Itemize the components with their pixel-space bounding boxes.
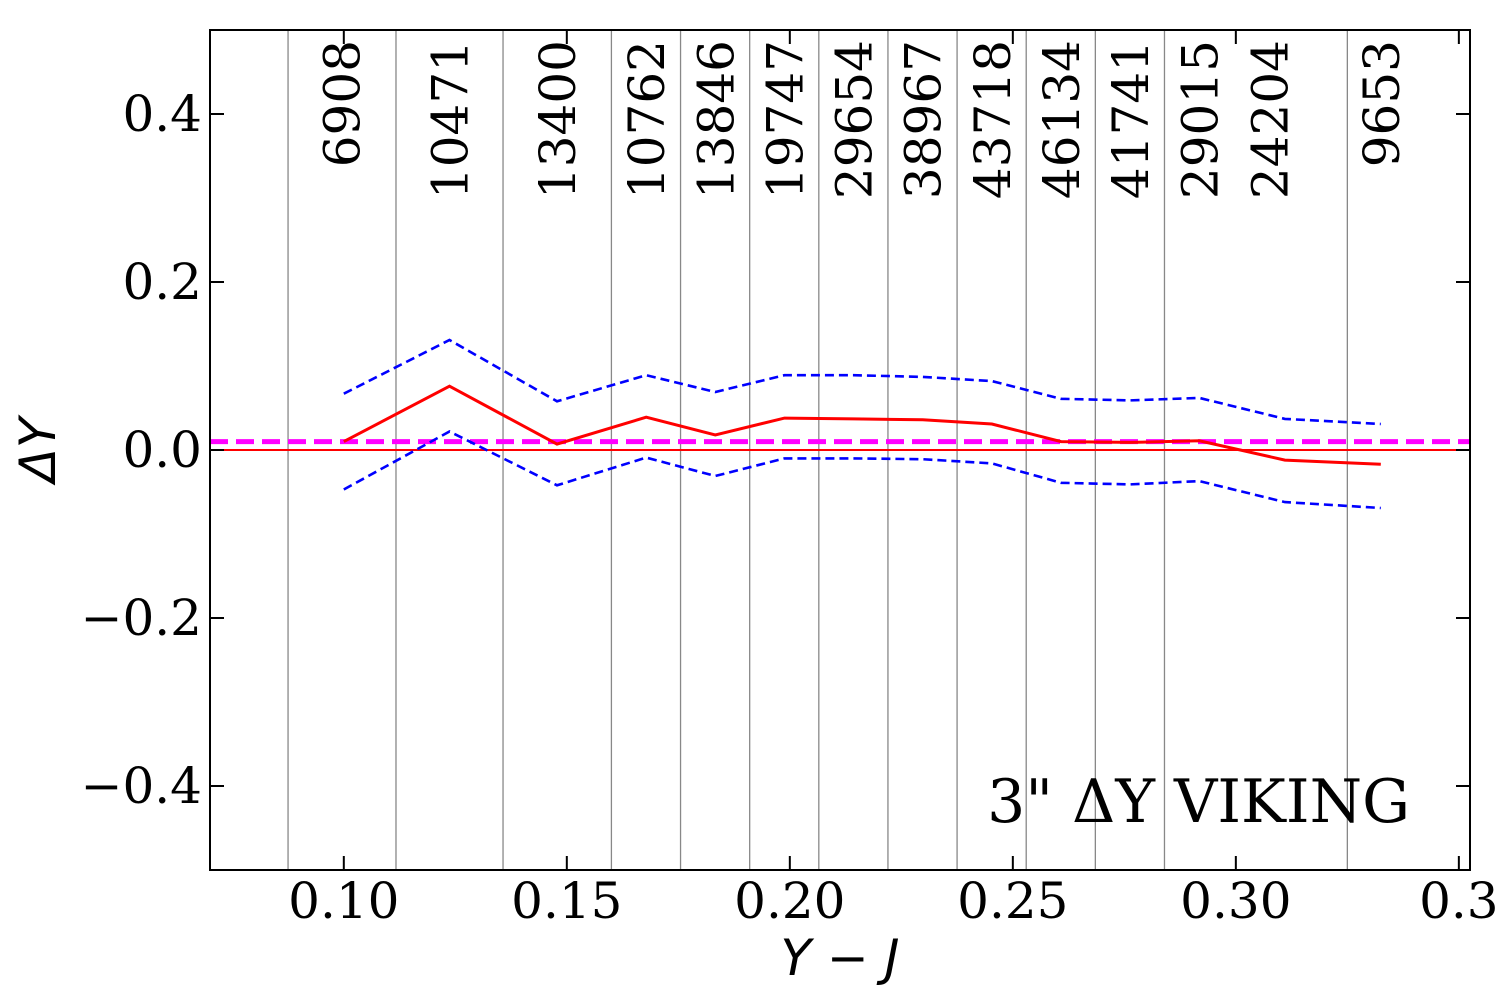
bin-count-label: 9653 (1353, 40, 1411, 167)
x-tick-label: 0.15 (511, 872, 622, 930)
bin-count-label: 29654 (826, 40, 884, 199)
series-line (343, 338, 1381, 426)
y-tick-label: 0.2 (122, 253, 202, 311)
y-tick-label: 0.0 (122, 421, 202, 479)
annotation-label: 3" ΔY VIKING (987, 767, 1410, 837)
bin-count-label: 46134 (1033, 40, 1091, 199)
bin-count-label: 19747 (756, 40, 814, 199)
x-tick-label: 0.30 (1180, 872, 1291, 930)
x-tick-label: 0.10 (288, 872, 399, 930)
bin-count-label: 10471 (422, 40, 480, 199)
bin-count-label: 13846 (687, 40, 745, 199)
x-axis-label: Y − J (781, 929, 900, 987)
bin-count-label: 43718 (964, 40, 1022, 199)
density-fill (210, 151, 1459, 770)
y-tick-label: −0.2 (81, 589, 202, 647)
reference-lines (210, 439, 1470, 451)
series-line (343, 430, 1381, 510)
y-axis-label: ΔY (9, 414, 67, 486)
bin-count-label: 13400 (529, 40, 587, 199)
density-scatter (210, 151, 1459, 770)
x-tick-label: 0.20 (734, 872, 845, 930)
y-tick-label: 0.4 (122, 85, 202, 143)
bin-count-label: 41741 (1102, 40, 1160, 199)
bin-count-label: 24204 (1241, 40, 1299, 199)
series-lines (343, 338, 1381, 510)
y-tick-label: −0.4 (81, 757, 202, 815)
x-tick-label: 0.25 (957, 872, 1068, 930)
axis-ticks: 0.10 0.15 0.20 0.25 0.30 0.3 −0.4 −0.2 0.0 0.2 0.4 (81, 30, 1499, 930)
x-tick-label: 0.3 (1419, 872, 1499, 930)
bin-count-label: 10762 (618, 40, 676, 199)
bin-count-label: 38967 (895, 40, 953, 199)
series-line (343, 384, 1381, 466)
bin-count-label: 29015 (1171, 40, 1229, 199)
bin-count-labels: 6908 10471 13400 10762 13846 19747 29654 38967 4… (314, 40, 1411, 199)
bin-count-label: 6908 (314, 40, 372, 167)
